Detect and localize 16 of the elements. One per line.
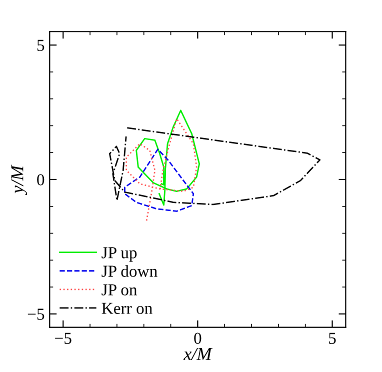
y-axis-title: y/M	[11, 164, 28, 196]
y-tick-label: 0	[37, 174, 44, 186]
x-tick-label: −5	[55, 332, 72, 344]
y-tick-label: 5	[37, 40, 44, 52]
legend-label: JP on	[102, 284, 138, 296]
line-series	[108, 127, 321, 206]
x-tick-label: 5	[329, 332, 336, 344]
legend-label: Kerr on	[102, 302, 152, 314]
x-tick-label: 0	[194, 332, 202, 344]
line-series	[126, 118, 198, 222]
legend-label: JP down	[102, 265, 158, 277]
line-series	[124, 148, 194, 212]
legend-label: JP up	[102, 247, 137, 262]
line-series	[136, 110, 200, 206]
x-axis-title: x/M	[183, 348, 213, 360]
y-tick-label: −5	[28, 308, 44, 320]
